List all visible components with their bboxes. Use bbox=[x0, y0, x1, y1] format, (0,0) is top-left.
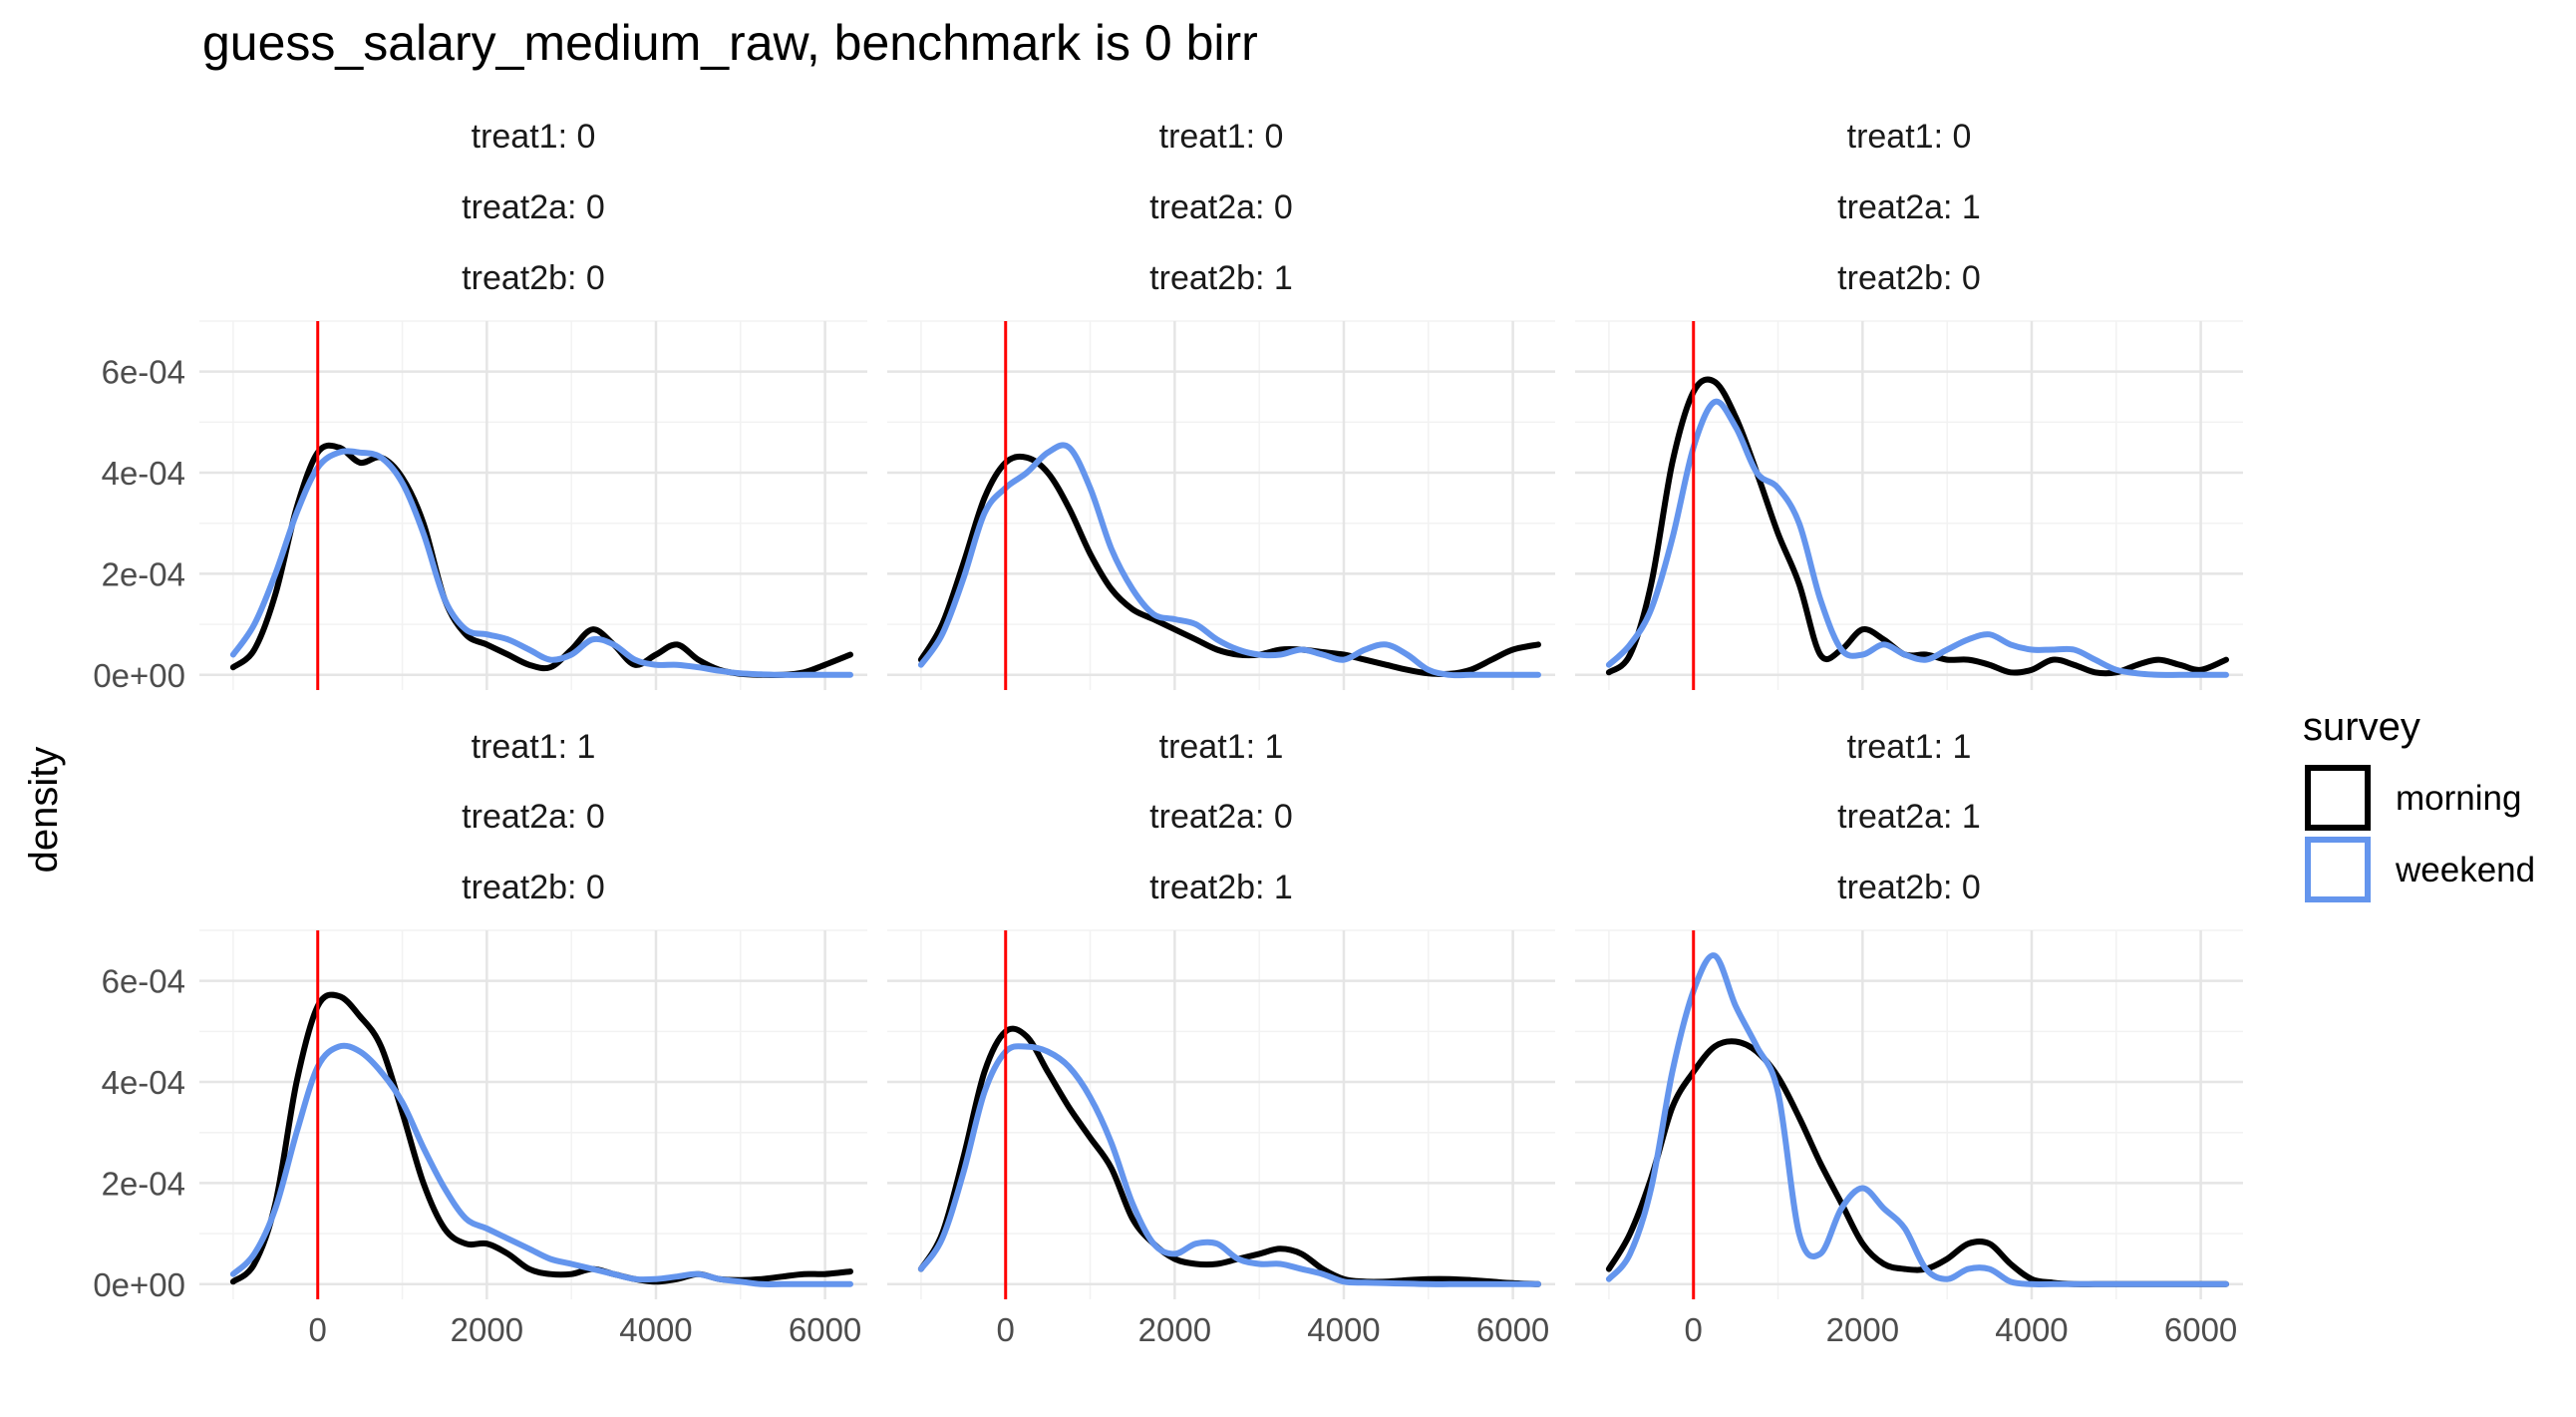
facet-strip-label: treat1: 0 bbox=[1847, 118, 1972, 156]
x-tick-label: 6000 bbox=[789, 1311, 861, 1348]
facet-strip-label: treat2a: 1 bbox=[1837, 798, 1981, 836]
facet-strip-label: treat1: 1 bbox=[1159, 728, 1284, 766]
facet-strip-label: treat1: 0 bbox=[472, 118, 596, 156]
facet-strip-label: treat1: 1 bbox=[472, 728, 596, 766]
x-tick-label: 2000 bbox=[1138, 1311, 1211, 1348]
facet-panel: treat1: 0 treat2a: 1 treat2b: 0 bbox=[1575, 118, 2243, 690]
facet-strip-label: treat1: 1 bbox=[1847, 728, 1972, 766]
y-tick-label: 4e-04 bbox=[102, 1064, 185, 1101]
facet-strip-label: treat2b: 0 bbox=[462, 259, 605, 297]
x-tick-label: 0 bbox=[1685, 1311, 1703, 1348]
legend: survey morning weekend bbox=[2303, 705, 2535, 902]
facet-grid: treat1: 0 treat2a: 0 treat2b: 0 0e+00 2e-04 4… bbox=[93, 118, 2243, 1348]
x-tick-label: 2000 bbox=[451, 1311, 523, 1348]
legend-key-morning bbox=[2305, 765, 2371, 831]
legend-title: survey bbox=[2303, 705, 2420, 749]
facet-strip-label: treat2a: 0 bbox=[1149, 188, 1293, 226]
y-tick-label: 2e-04 bbox=[102, 1165, 185, 1202]
density-line-weekend bbox=[1605, 398, 2229, 678]
y-tick-label: 6e-04 bbox=[102, 354, 185, 391]
density-line-morning bbox=[917, 453, 1541, 678]
facet-strip-label: treat2b: 0 bbox=[462, 869, 605, 906]
y-tick-label: 6e-04 bbox=[102, 963, 185, 1000]
x-tick-label: 4000 bbox=[619, 1311, 692, 1348]
facet-strip-label: treat2b: 1 bbox=[1149, 869, 1293, 906]
x-tick-label: 4000 bbox=[1995, 1311, 2068, 1348]
y-tick-label: 4e-04 bbox=[102, 455, 185, 492]
facet-strip-label: treat2b: 0 bbox=[1837, 869, 1981, 906]
facet-panel: treat1: 1 treat2a: 1 treat2b: 0 0 2000 4000 60… bbox=[1575, 728, 2243, 1348]
density-line-weekend bbox=[229, 448, 853, 678]
facet-strip-label: treat2a: 0 bbox=[1149, 798, 1293, 836]
density-line-weekend bbox=[229, 1042, 853, 1287]
facet-strip-label: treat2a: 1 bbox=[1837, 188, 1981, 226]
legend-label: morning bbox=[2396, 779, 2521, 818]
density-line-weekend bbox=[1605, 952, 2229, 1287]
density-line-morning bbox=[229, 442, 853, 679]
x-tick-label: 6000 bbox=[2164, 1311, 2237, 1348]
x-tick-label: 2000 bbox=[1826, 1311, 1899, 1348]
y-axis-title: density bbox=[22, 747, 66, 874]
facet-panel: treat1: 1 treat2a: 0 treat2b: 1 0 2000 4000 60… bbox=[887, 728, 1555, 1348]
x-tick-label: 4000 bbox=[1307, 1311, 1380, 1348]
x-tick-label: 6000 bbox=[1476, 1311, 1549, 1348]
facet-panel: treat1: 1 treat2a: 0 treat2b: 0 0e+00 2e-04 4… bbox=[93, 728, 867, 1348]
facet-strip-label: treat2b: 1 bbox=[1149, 259, 1293, 297]
legend-label: weekend bbox=[2395, 851, 2535, 889]
facet-strip-label: treat2a: 0 bbox=[462, 188, 605, 226]
y-tick-label: 0e+00 bbox=[93, 1266, 185, 1303]
y-tick-label: 2e-04 bbox=[102, 555, 185, 592]
density-line-weekend bbox=[917, 442, 1541, 679]
x-tick-label: 0 bbox=[997, 1311, 1015, 1348]
density-line-morning bbox=[917, 1025, 1541, 1287]
x-tick-label: 0 bbox=[309, 1311, 327, 1348]
facet-panel: treat1: 0 treat2a: 0 treat2b: 0 0e+00 2e-04 4… bbox=[93, 118, 867, 694]
facet-strip-label: treat2a: 0 bbox=[462, 798, 605, 836]
facet-panel: treat1: 0 treat2a: 0 treat2b: 1 bbox=[887, 118, 1555, 690]
legend-key-weekend bbox=[2305, 837, 2371, 902]
facet-strip-label: treat2b: 0 bbox=[1837, 259, 1981, 297]
density-line-morning bbox=[229, 991, 853, 1285]
y-tick-label: 0e+00 bbox=[93, 657, 185, 694]
density-line-weekend bbox=[917, 1043, 1541, 1287]
chart-title: guess_salary_medium_raw, benchmark is 0 … bbox=[202, 15, 1258, 71]
facet-strip-label: treat1: 0 bbox=[1159, 118, 1284, 156]
